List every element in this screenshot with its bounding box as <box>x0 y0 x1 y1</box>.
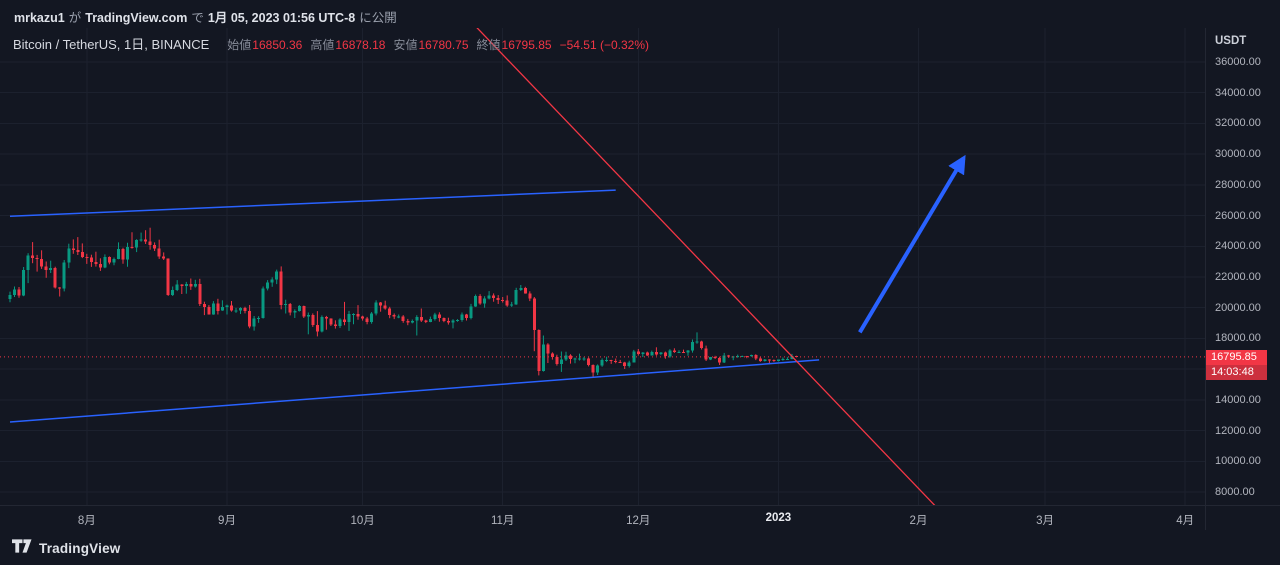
price-tick: 22000.00 <box>1215 271 1261 283</box>
low-label: 安値 <box>393 38 418 52</box>
time-label: 10月 <box>350 515 375 527</box>
time-label: 3月 <box>1036 515 1055 527</box>
publish-particle-1: が <box>68 11 82 25</box>
publish-datetime: 1月 05, 2023 01:56 UTC-8 <box>207 11 356 25</box>
price-tick: 36000.00 <box>1215 56 1261 68</box>
chart-canvas[interactable] <box>0 28 1205 505</box>
high-value: 16878.18 <box>335 38 386 52</box>
price-tick: 12000.00 <box>1215 424 1261 437</box>
time-label: 12月 <box>626 515 651 527</box>
price-scale[interactable]: USDT 36000.00 34000.00 32000.00 30000.00 280… <box>1205 28 1280 530</box>
close-value: 16795.85 <box>501 38 552 52</box>
price-tick: 14000.00 <box>1215 393 1261 406</box>
change-value: −54.51 (−0.32%) <box>559 38 649 52</box>
price-tick: 18000.00 <box>1215 332 1261 345</box>
price-tick: 32000.00 <box>1215 117 1261 130</box>
chart-svg <box>0 28 1205 505</box>
low-value: 16780.75 <box>418 38 469 52</box>
price-tick: 30000.00 <box>1215 148 1261 161</box>
footer: TradingView <box>12 538 120 559</box>
last-price-text: 16795.85 <box>1211 350 1257 363</box>
legend: Bitcoin / TetherUS, 1日, BINANCE 始値16850.3… <box>13 34 649 53</box>
price-tick: 8000.00 <box>1215 486 1255 498</box>
bar-countdown-label: 14:03:48 <box>1206 364 1267 380</box>
close-label: 終値 <box>476 38 501 52</box>
price-tick: 28000.00 <box>1215 178 1261 191</box>
price-scale-currency: USDT <box>1215 35 1247 47</box>
high-label: 高値 <box>310 38 335 52</box>
symbol-title: Bitcoin / TetherUS, 1日, BINANCE <box>13 37 210 52</box>
price-tick: 24000.00 <box>1215 240 1261 253</box>
tradingview-wordmark: TradingView <box>39 541 121 556</box>
time-label: 8月 <box>77 515 96 527</box>
open-label: 始値 <box>227 38 252 52</box>
publish-particle-2: で <box>191 11 204 25</box>
tradingview-logo[interactable] <box>12 538 32 559</box>
open-value: 16850.36 <box>252 38 303 52</box>
author-link[interactable]: mrkazu1 <box>14 11 65 25</box>
publish-suffix: に公開 <box>359 11 397 25</box>
time-axis[interactable]: 8月 9月 10月 11月 12月 2023 2月 3月 4月 <box>0 505 1280 533</box>
publish-bar: mrkazu1 が TradingView.com で 1月 05, 2023 01:5… <box>14 7 401 26</box>
countdown-text: 14:03:48 <box>1211 365 1254 378</box>
price-tick: 34000.00 <box>1215 86 1261 99</box>
price-tick: 10000.00 <box>1215 455 1261 468</box>
last-price-label: 16795.85 <box>1206 349 1267 365</box>
time-label: 4月 <box>1176 515 1195 527</box>
time-label: 2月 <box>909 515 928 527</box>
site-link[interactable]: TradingView.com <box>85 11 188 25</box>
tradingview-logo-icon <box>12 539 32 553</box>
time-label: 9月 <box>218 515 236 527</box>
price-tick: 26000.00 <box>1215 209 1261 222</box>
price-tick: 20000.00 <box>1215 301 1261 314</box>
time-label: 11月 <box>490 515 515 527</box>
time-label: 2023 <box>765 512 792 524</box>
